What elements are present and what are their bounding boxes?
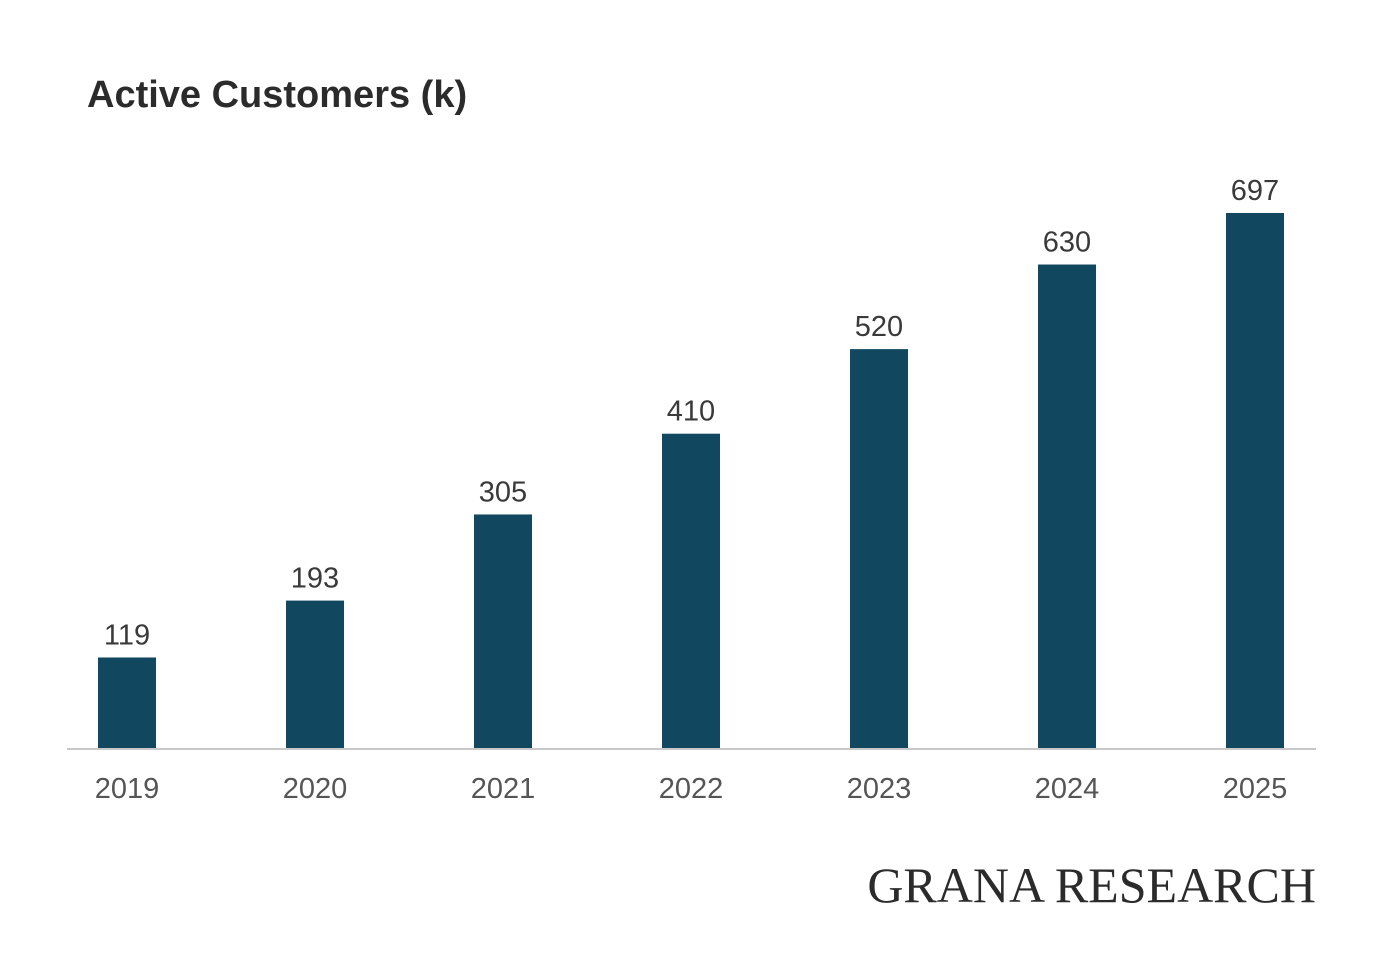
bar-2020 — [286, 600, 344, 749]
x-tick-label: 2023 — [847, 773, 912, 805]
bar-2021 — [474, 514, 532, 749]
bar-2024 — [1038, 264, 1096, 749]
value-labels-layer: 119 193 305 410 520 630 697 — [104, 175, 1279, 651]
bar-2022 — [662, 433, 720, 749]
tick-labels-layer: 2019 2020 2021 2022 2023 2024 2025 — [95, 773, 1288, 805]
x-tick-label: 2024 — [1035, 773, 1100, 805]
bars-layer — [98, 213, 1284, 749]
bar-value-label: 697 — [1231, 175, 1279, 207]
x-tick-label: 2022 — [659, 773, 724, 805]
bar-2025 — [1226, 213, 1284, 749]
x-tick-label: 2019 — [95, 773, 160, 805]
bar-value-label: 520 — [855, 311, 903, 343]
x-tick-label: 2021 — [471, 773, 536, 805]
bar-value-label: 630 — [1043, 227, 1091, 259]
bar-value-label: 119 — [104, 619, 150, 651]
x-tick-label: 2025 — [1223, 773, 1288, 805]
bar-value-label: 193 — [291, 563, 339, 595]
brand-watermark: GRANA RESEARCH — [867, 857, 1316, 913]
chart-title: Active Customers (k) — [87, 74, 468, 116]
bar-value-label: 305 — [479, 476, 527, 508]
bar-2023 — [850, 349, 908, 749]
bar-2019 — [98, 657, 156, 749]
x-tick-label: 2020 — [283, 773, 348, 805]
bar-value-label: 410 — [667, 396, 715, 428]
